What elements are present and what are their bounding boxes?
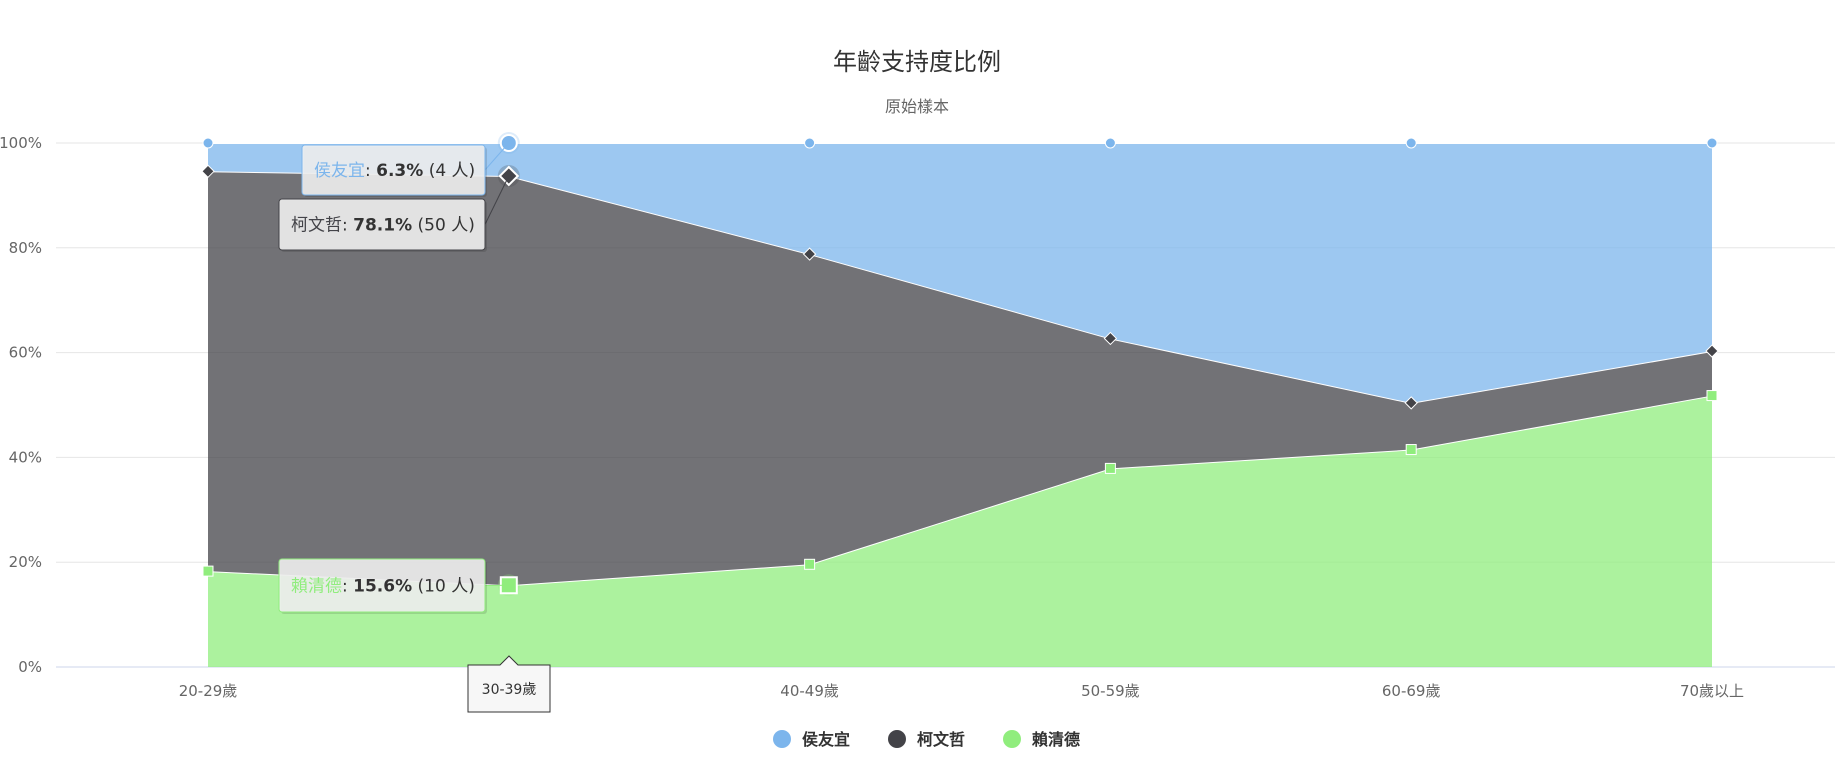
- legend-item-侯友宜[interactable]: 侯友宜: [773, 730, 850, 749]
- tooltip-count: (50 人): [412, 216, 475, 236]
- tooltip-text: 侯友宜: 6.3% (4 人): [314, 161, 475, 181]
- tooltip-percent: 6.3%: [376, 161, 423, 181]
- legend-label: 侯友宜: [802, 730, 850, 749]
- data-point: [1406, 445, 1416, 455]
- legend-label: 賴清德: [1032, 730, 1080, 749]
- tooltip-text: 柯文哲: 78.1% (50 人): [291, 216, 475, 236]
- legend-label: 柯文哲: [917, 730, 965, 749]
- tooltip-text: 賴清德: 15.6% (10 人): [291, 577, 475, 597]
- tooltip-sep: :: [342, 216, 353, 236]
- y-tick-label: 20%: [9, 553, 42, 571]
- legend-item-柯文哲[interactable]: 柯文哲: [888, 730, 965, 749]
- tooltip-sep: :: [342, 577, 353, 597]
- legend-symbol: [1003, 730, 1021, 748]
- y-tick-label: 80%: [9, 239, 42, 257]
- tooltip-sep: :: [365, 161, 376, 181]
- tooltip-series-name: 柯文哲: [291, 216, 342, 236]
- tooltip-count: (4 人): [423, 161, 475, 181]
- data-point: [1105, 138, 1115, 148]
- data-point: [805, 138, 815, 148]
- legend-item-賴清德[interactable]: 賴清德: [1003, 730, 1080, 749]
- data-point: [1406, 138, 1416, 148]
- x-tick-label: 20-29歲: [179, 682, 238, 700]
- y-tick-label: 40%: [9, 448, 42, 466]
- y-tick-label: 100%: [0, 134, 42, 152]
- chart-subtitle: 原始樣本: [885, 97, 949, 116]
- data-point: [203, 138, 213, 148]
- data-point: [203, 566, 213, 576]
- tooltip-percent: 78.1%: [353, 216, 412, 236]
- x-tick-label: 60-69歲: [1382, 682, 1441, 700]
- tooltip-count: (10 人): [412, 577, 475, 597]
- data-point: [1105, 463, 1115, 473]
- legend-symbol: [888, 730, 906, 748]
- data-point: [1707, 138, 1717, 148]
- tooltip-series-name: 賴清德: [291, 577, 342, 597]
- data-point: [805, 559, 815, 569]
- chart-title: 年齡支持度比例: [833, 48, 1001, 76]
- legend-symbol: [773, 730, 791, 748]
- x-tick-label: 50-59歲: [1081, 682, 1140, 700]
- tooltip-series-name: 侯友宜: [314, 161, 365, 181]
- data-point: [1707, 391, 1717, 401]
- y-tick-label: 60%: [9, 344, 42, 362]
- tooltip-percent: 15.6%: [353, 577, 412, 597]
- x-tick-label: 40-49歲: [780, 682, 839, 700]
- x-tick-label-highlighted: 30-39歲: [482, 682, 537, 698]
- y-tick-label: 0%: [18, 658, 42, 676]
- x-tick-label: 70歲以上: [1680, 682, 1744, 700]
